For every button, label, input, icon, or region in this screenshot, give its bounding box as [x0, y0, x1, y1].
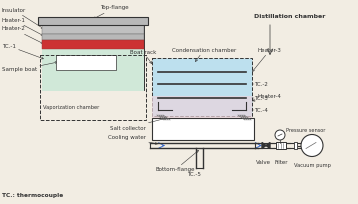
- Text: Heater-1: Heater-1: [2, 18, 43, 36]
- Bar: [42, 34, 144, 40]
- Bar: [294, 142, 297, 149]
- Text: TC.-2: TC.-2: [254, 82, 268, 86]
- Text: Cooling water: Cooling water: [108, 135, 158, 145]
- Text: Condensation chamber: Condensation chamber: [172, 48, 236, 61]
- Text: Valve: Valve: [256, 160, 271, 164]
- Bar: [56, 55, 116, 70]
- Circle shape: [275, 130, 285, 140]
- Bar: [276, 142, 286, 149]
- Text: Heater-4: Heater-4: [253, 93, 282, 101]
- Bar: [42, 49, 144, 91]
- Text: Vacuum pump: Vacuum pump: [294, 163, 330, 167]
- Bar: [42, 40, 144, 49]
- Bar: [38, 17, 148, 25]
- Polygon shape: [262, 143, 266, 149]
- Text: Salt collector: Salt collector: [110, 118, 166, 131]
- Text: TC.-1: TC.-1: [2, 43, 43, 59]
- Text: Top-flange: Top-flange: [93, 6, 129, 19]
- Bar: [42, 25, 144, 90]
- Bar: [152, 96, 252, 136]
- Bar: [40, 55, 146, 120]
- Polygon shape: [266, 143, 270, 149]
- Bar: [152, 58, 252, 116]
- Circle shape: [301, 134, 323, 156]
- Bar: [152, 118, 254, 140]
- Text: Heater-3: Heater-3: [252, 48, 282, 72]
- Text: TC.-5: TC.-5: [187, 172, 201, 176]
- Bar: [42, 25, 144, 34]
- Text: Pressure sensor: Pressure sensor: [286, 129, 325, 133]
- Text: Bottom-flange: Bottom-flange: [155, 150, 199, 173]
- Text: Heater-2: Heater-2: [2, 27, 43, 44]
- Text: Vaporization chamber: Vaporization chamber: [43, 104, 99, 110]
- Text: Distillation chamber: Distillation chamber: [254, 13, 325, 19]
- Text: Filter: Filter: [274, 160, 288, 164]
- Text: Insulator: Insulator: [2, 8, 43, 29]
- Text: Boat rack: Boat rack: [130, 50, 156, 63]
- Text: TC.: thermocouple: TC.: thermocouple: [2, 194, 63, 198]
- Text: TC.-3: TC.-3: [254, 95, 268, 101]
- Text: Sample boat: Sample boat: [2, 61, 57, 72]
- Text: TC.-4: TC.-4: [254, 108, 268, 112]
